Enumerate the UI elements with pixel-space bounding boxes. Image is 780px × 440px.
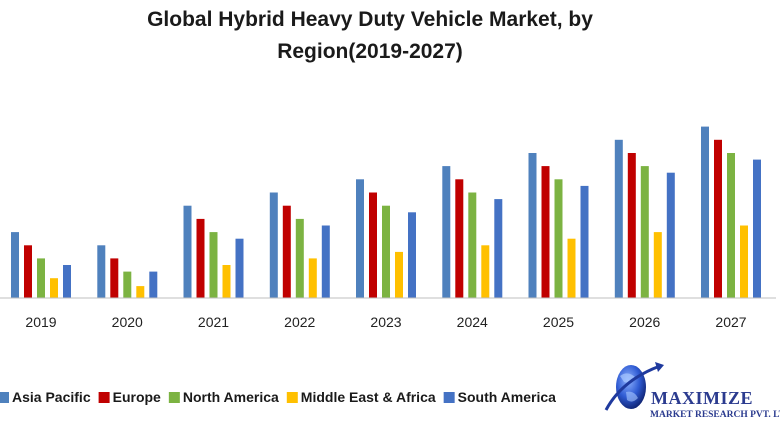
bar-asia-pacific-2021 (183, 205, 192, 298)
logo-subtitle: MARKET RESEARCH PVT. LTD. (650, 410, 780, 420)
bar-south-america-2027 (753, 159, 761, 298)
bar-middle-east-africa-2021 (222, 265, 231, 298)
x-tick-label: 2021 (198, 314, 229, 330)
bar-middle-east-africa-2025 (567, 238, 576, 298)
bar-south-america-2025 (580, 185, 589, 298)
bar-europe-2023 (369, 192, 377, 298)
bar-south-america-2026 (666, 172, 675, 298)
bar-europe-2021 (196, 218, 205, 298)
x-tick-label: 2025 (543, 314, 574, 330)
legend-label: Middle East & Africa (301, 389, 436, 405)
bar-middle-east-africa-2024 (481, 245, 490, 298)
bar-asia-pacific-2026 (614, 139, 623, 298)
chart-title-line2: Region(2019-2027) (277, 40, 463, 63)
bar-asia-pacific-2020 (97, 245, 106, 298)
legend-item: North America (168, 389, 279, 405)
bar-middle-east-africa-2027 (740, 225, 748, 298)
bar-middle-east-africa-2020 (136, 286, 145, 298)
x-tick-label: 2023 (370, 314, 401, 330)
bar-europe-2019 (24, 245, 32, 298)
legend-label: Europe (113, 389, 161, 405)
bar-middle-east-africa-2026 (653, 232, 662, 298)
bar-europe-2027 (714, 139, 722, 298)
bar-europe-2026 (627, 153, 636, 298)
bar-north-america-2019 (37, 258, 45, 298)
x-tick-label: 2026 (629, 314, 660, 330)
bar-south-america-2020 (149, 271, 158, 298)
legend-label: North America (183, 389, 279, 405)
bar-middle-east-africa-2019 (50, 278, 58, 298)
globe-icon (604, 362, 664, 411)
legend-marker (286, 392, 298, 403)
bar-middle-east-africa-2023 (395, 251, 403, 298)
bar-south-america-2023 (408, 212, 416, 298)
bar-asia-pacific-2027 (701, 126, 709, 298)
legend-item: Europe (98, 389, 161, 405)
bar-europe-2024 (455, 179, 464, 298)
bar-north-america-2025 (554, 179, 563, 298)
bar-asia-pacific-2019 (11, 232, 19, 298)
bar-south-america-2019 (63, 265, 71, 298)
bar-asia-pacific-2023 (356, 179, 364, 298)
legend-marker (0, 392, 9, 403)
legend-item: Asia Pacific (0, 389, 91, 405)
legend-marker (168, 392, 180, 403)
legend-marker (98, 392, 110, 403)
x-tick-label: 2024 (457, 314, 488, 330)
bar-north-america-2026 (640, 166, 649, 298)
x-tick-group: 2019 2020 2021 2022 2023 2024 2025 2026 2027 (25, 314, 746, 330)
bar-europe-2025 (541, 166, 550, 298)
bar-north-america-2024 (468, 192, 477, 298)
x-tick-label: 2027 (715, 314, 746, 330)
legend-item: South America (443, 389, 556, 405)
chart-title-line1: Global Hybrid Heavy Duty Vehicle Market,… (147, 8, 593, 31)
bar-middle-east-africa-2022 (308, 258, 317, 298)
bar-north-america-2020 (123, 271, 132, 298)
x-tick-label: 2022 (284, 314, 315, 330)
bar-europe-2020 (110, 258, 119, 298)
x-tick-label: 2020 (112, 314, 143, 330)
bar-south-america-2021 (235, 238, 244, 298)
legend-label: Asia Pacific (12, 389, 91, 405)
legend: Asia Pacific Europe North America Middle Ea… (0, 389, 556, 405)
bar-north-america-2022 (295, 218, 304, 298)
legend-item: Middle East & Africa (286, 389, 436, 405)
bar-asia-pacific-2022 (269, 192, 278, 298)
logo-name: MAXIMIZE (651, 388, 753, 408)
bar-north-america-2023 (382, 205, 390, 298)
bar-south-america-2022 (321, 225, 330, 298)
bar-asia-pacific-2024 (442, 166, 451, 298)
bar-north-america-2021 (209, 232, 218, 298)
bar-group (11, 126, 761, 298)
bar-europe-2022 (282, 205, 291, 298)
maximize-logo: MAXIMIZE MARKET RESEARCH PVT. LTD. (604, 362, 780, 420)
bar-north-america-2027 (727, 153, 735, 298)
legend-marker (443, 392, 455, 403)
bar-asia-pacific-2025 (528, 153, 537, 298)
bar-south-america-2024 (494, 199, 503, 298)
x-tick-label: 2019 (25, 314, 56, 330)
legend-label: South America (458, 389, 556, 405)
